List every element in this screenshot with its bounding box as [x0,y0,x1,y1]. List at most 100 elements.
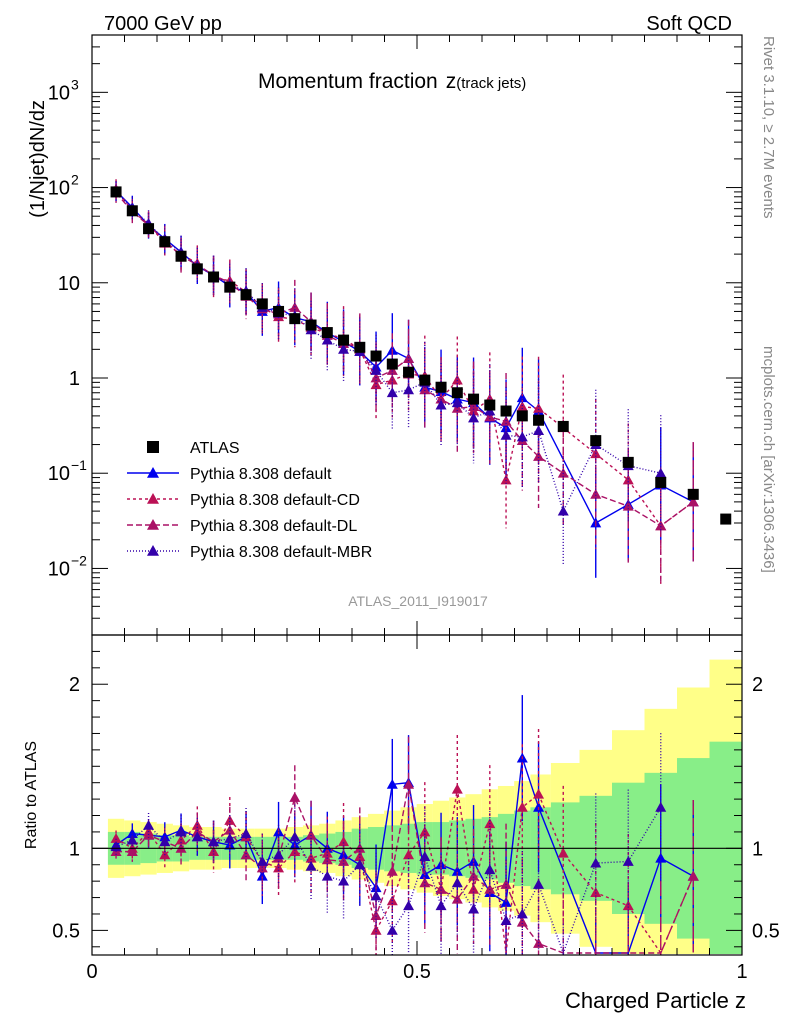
data-point-atlas [370,350,382,362]
data-point-atlas [655,476,667,488]
data-point-atlas [110,186,122,198]
data-point-atlas [451,387,463,399]
data-point-atlas [468,393,480,405]
ratio-point-default-mbr [305,860,317,871]
x-tick-label: 0.5 [403,961,431,983]
data-point-default-mbr [516,431,528,442]
data-point-atlas [403,366,415,378]
ratio-axis-label: Ratio to ATLAS [23,741,40,849]
legend-marker-atlas [147,441,159,453]
ratio-point-default-mbr [191,831,203,842]
data-point-atlas [590,435,602,447]
data-point-default-mbr [533,425,545,436]
data-point-atlas [557,420,569,432]
ratio-line-default-mbr [115,806,662,956]
header-right: Soft QCD [646,13,732,35]
ratio-point-default-mbr [500,915,512,925]
data-point-default-mbr [370,364,382,375]
ratio-point-default-dl [403,778,415,789]
x-axis-label: Charged Particle z [565,988,746,1013]
data-point-atlas [143,223,155,235]
ratio-point-default-mbr [338,875,350,886]
ratio-point-default-mbr [126,834,138,845]
y-tick-label: 10 [48,178,70,200]
ratio-point-default-mbr [516,908,528,919]
data-point-atlas [273,305,285,317]
ratio-point-default-mbr [655,801,667,812]
y-axis-label: (1/Njet)dN/dz [27,100,49,218]
data-point-default-mbr [403,384,415,395]
legend-label-atlas: ATLAS [190,440,240,457]
legend-label-default-mbr: Pythia 8.308 default-MBR [190,544,372,561]
data-point-atlas [208,271,220,283]
plot-title-main: Momentum fraction [258,70,438,93]
analysis-id: ATLAS_2011_I919017 [348,593,488,609]
legend-marker-default-mbr [147,545,159,556]
y-tick-label: 10 [58,273,80,295]
data-point-atlas [533,414,545,426]
ratio-point-default-cd [403,849,415,860]
plot-title: Momentum fraction z(track jets) [258,70,526,93]
series-layer [110,179,732,956]
ratio-point-default-mbr [403,900,415,911]
ratio-point-default-dl [126,846,138,857]
data-point-atlas [435,381,447,393]
data-point-atlas [687,488,699,500]
y-tick-label: 10 [48,463,70,485]
ratio-point-default-mbr [273,849,285,860]
ratio-point-default-dl [451,893,463,904]
y-tick-exponent: −1 [71,457,87,473]
data-point-default-mbr [435,399,447,410]
ratio-point-default-mbr [451,877,463,888]
line-default-mbr [115,190,661,514]
ratio-tick-label-right: 2 [752,674,763,696]
data-point-atlas [338,334,350,346]
legend-marker-default [147,467,159,478]
data-point-atlas [516,410,528,422]
ratio-tick-label: 0.5 [52,920,80,942]
data-point-atlas [159,236,171,248]
ratio-point-default-mbr [240,828,252,838]
data-point-atlas [720,513,732,525]
y-tick-exponent: 3 [71,76,79,92]
data-point-atlas [484,399,496,411]
ratio-point-default-dl [289,791,301,802]
data-point-atlas [622,456,634,468]
data-point-default-mbr [468,412,480,423]
legend-label-default-cd: Pythia 8.308 default-CD [190,492,360,509]
ratio-tick-label: 2 [69,674,80,696]
legend-label-default: Pythia 8.308 default [190,466,332,483]
data-point-default-mbr [338,343,350,354]
y-tick-label: 1 [69,368,80,390]
ratio-point-default-mbr [419,851,431,861]
x-tick-label: 0 [86,961,97,983]
legend: ATLAS Pythia 8.308 default Pythia 8.308 de… [127,440,372,561]
ratio-point-default-mbr [208,836,220,847]
ratio-point-default-cd [516,801,528,812]
plot-title-sub: (track jets) [456,75,526,92]
ratio-line-default-cd [115,789,694,955]
ratio-point-default-cd [110,832,122,843]
data-point-atlas [256,298,268,310]
series-atlas [110,186,732,525]
ratio-point-default-mbr [468,903,480,914]
ratio-point-default-dl [687,870,699,881]
legend-label-default-dl: Pythia 8.308 default-DL [190,518,357,535]
ratio-point-default-cd [557,847,569,858]
ratio-point-default-mbr [159,836,171,847]
data-point-atlas [126,205,138,217]
y-tick-exponent: −2 [71,552,87,568]
header-left: 7000 GeV pp [104,13,222,35]
plot-title-var: z [446,70,457,93]
ratio-tick-label: 1 [69,838,80,860]
ratio-point-default-mbr [370,890,382,901]
data-point-atlas [240,289,252,301]
data-point-atlas [224,281,236,293]
data-point-atlas [419,374,431,386]
legend-marker-default-cd [147,493,159,504]
mcplots-label: mcplots.cern.ch [arXiv:1306.3436] [760,346,777,573]
data-point-atlas [191,263,203,275]
data-point-atlas [321,327,333,339]
